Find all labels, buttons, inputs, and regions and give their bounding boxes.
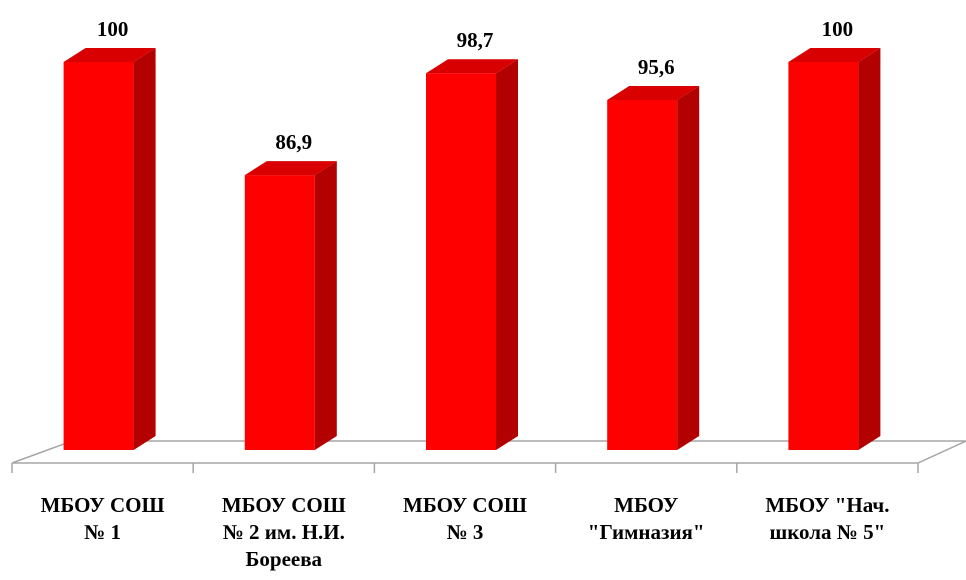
bar xyxy=(244,161,337,450)
bars xyxy=(63,48,881,451)
bar-side xyxy=(677,85,700,450)
bar-front xyxy=(244,175,315,450)
data-label: 100 xyxy=(822,17,854,41)
bar-top xyxy=(244,161,337,176)
bar-side xyxy=(314,161,337,450)
data-label: 95,6 xyxy=(638,55,675,79)
category-label: МБОУ СОШ № 1 xyxy=(41,493,165,544)
bar-front xyxy=(607,99,678,450)
bar-front xyxy=(63,62,134,450)
bar-top xyxy=(63,48,156,62)
bar xyxy=(607,85,700,450)
data-label: 98,7 xyxy=(457,28,494,52)
bar xyxy=(788,48,881,450)
bar-top xyxy=(607,85,700,100)
bar xyxy=(426,59,518,451)
category-label: МБОУ "Нач. школа № 5" xyxy=(765,493,889,544)
category-label: МБОУ СОШ № 2 им. Н.И. Бореева xyxy=(222,493,346,571)
category-label: МБОУ СОШ № 3 xyxy=(403,493,527,544)
bar xyxy=(63,48,156,450)
bar-front xyxy=(426,73,496,451)
bar-top xyxy=(788,48,881,62)
bar-front xyxy=(788,62,859,450)
bar-top xyxy=(426,59,518,74)
data-label: 100 xyxy=(97,17,129,41)
bar-side xyxy=(858,48,881,450)
data-label: 86,9 xyxy=(275,130,312,154)
category-labels: МБОУ СОШ № 1 МБОУ СОШ № 2 им. Н.И. Бореева МБ… xyxy=(41,493,890,571)
category-label: МБОУ "Гимназия" xyxy=(588,493,705,544)
bar-side xyxy=(496,59,518,451)
value-labels: 100 86,9 98,7 95,6 100 xyxy=(97,17,853,154)
bar-side xyxy=(133,48,156,450)
